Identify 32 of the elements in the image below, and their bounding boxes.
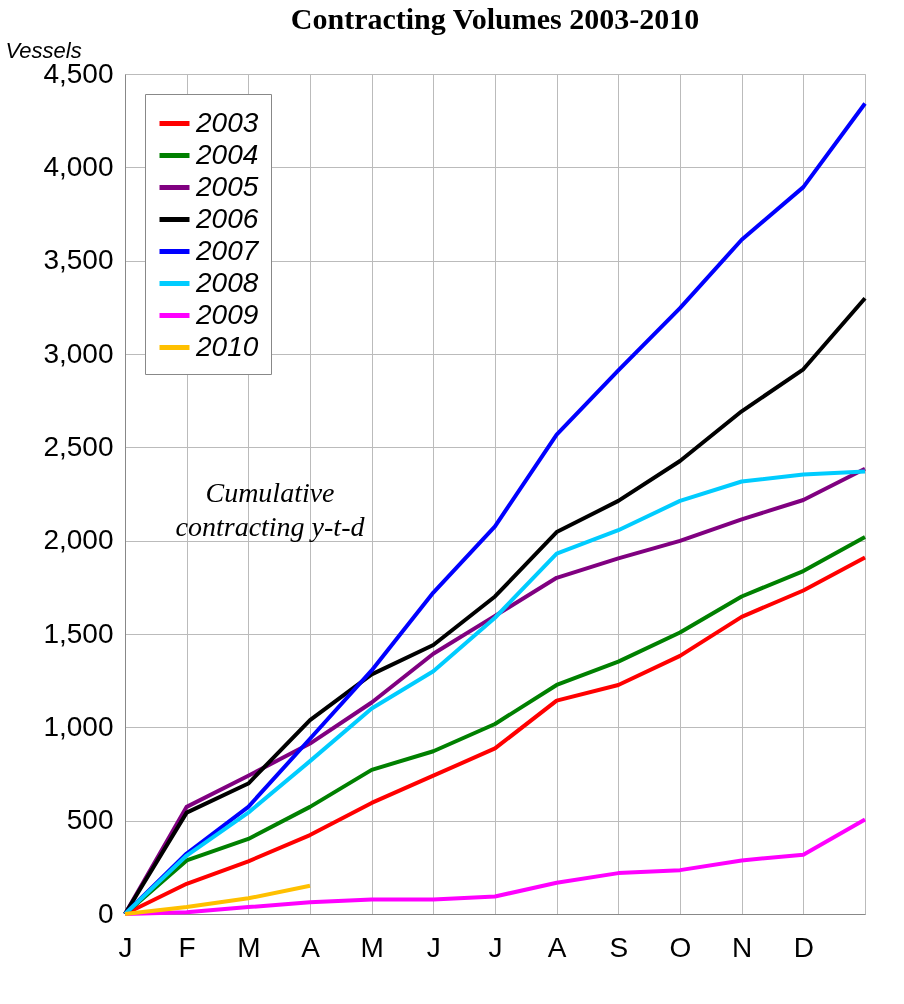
x-tick-label: M [360, 931, 384, 963]
legend-label: 2008 [195, 266, 259, 298]
y-tick-label: 0 [97, 897, 114, 929]
y-tick-label: 1,500 [43, 617, 114, 649]
legend-label: 2007 [195, 234, 260, 266]
x-tick-label: D [793, 931, 814, 963]
y-tick-label: 4,000 [43, 150, 114, 182]
y-tick-label: 1,000 [43, 710, 114, 742]
x-tick-label: S [609, 931, 629, 963]
y-tick-label: 2,000 [43, 524, 114, 556]
annotation: Cumulative contracting y-t-d [175, 477, 366, 542]
x-tick-label: F [178, 931, 196, 963]
legend-label: 2005 [195, 170, 259, 202]
line-series [123, 883, 312, 916]
x-tick-label: J [488, 931, 503, 963]
x-tick-label: M [237, 931, 261, 963]
x-tick-label: N [732, 931, 753, 963]
x-tick-label: J [426, 931, 441, 963]
legend-label: 2009 [195, 298, 259, 330]
y-tick-label: 3,500 [43, 244, 114, 276]
x-tick-label: A [301, 931, 321, 963]
legend-label: 2010 [195, 330, 259, 362]
y-tick-label: 500 [66, 804, 114, 836]
legend-label: 2003 [195, 106, 259, 138]
legend-label: 2006 [195, 202, 259, 234]
chart-title: Contracting Volumes 2003-2010 [290, 2, 700, 35]
y-tick-label: 2,500 [43, 430, 114, 462]
legend-label: 2004 [195, 138, 259, 170]
y-tick-label: 3,000 [43, 337, 114, 369]
x-tick-label: O [669, 931, 692, 963]
x-tick-label: A [547, 931, 567, 963]
x-tick-label: J [118, 931, 133, 963]
